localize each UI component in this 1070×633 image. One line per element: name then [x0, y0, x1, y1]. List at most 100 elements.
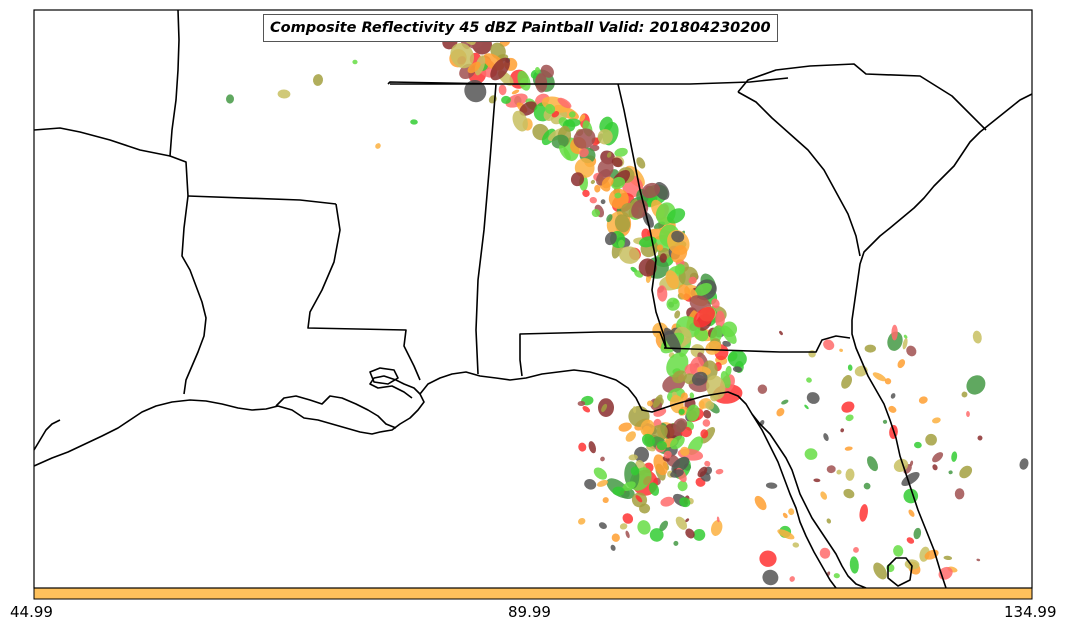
paintball-cell	[1019, 458, 1029, 470]
paintball-cell	[908, 509, 915, 517]
paintball-cell	[932, 452, 944, 463]
paintball-cell	[648, 482, 660, 496]
paintball-cell	[914, 441, 922, 449]
paintball-cell	[845, 468, 855, 481]
paintball-cell	[678, 408, 685, 415]
paintball-cell	[762, 569, 779, 586]
paintball-cell	[826, 465, 836, 474]
lake-pontchartrain	[369, 367, 399, 385]
paintball-cell	[657, 285, 668, 302]
al-fl-border	[519, 331, 667, 377]
paintball-cell	[679, 497, 691, 508]
paintball-cell	[864, 344, 876, 353]
paintball-cell	[884, 378, 892, 385]
paintball-cell	[866, 456, 879, 472]
map-frame	[33, 9, 1033, 589]
paintball-cell	[716, 516, 720, 523]
paintball-cell	[711, 298, 720, 309]
colorbar-tick-mid: 89.99	[508, 603, 551, 621]
paintball-cell	[635, 495, 643, 503]
paintball-cell	[596, 479, 609, 487]
paintball-cell	[789, 576, 795, 582]
paintball-cell	[843, 488, 855, 499]
paintball-cell	[686, 404, 700, 422]
paintball-cell	[759, 550, 777, 567]
paintball-cell	[670, 435, 685, 450]
paintball-cell	[641, 433, 656, 447]
paintball-cell	[715, 468, 724, 475]
paintball-cell	[961, 391, 968, 398]
paintball-cell	[702, 419, 711, 427]
paintball-cell	[612, 486, 625, 496]
paintball-cell	[630, 466, 640, 476]
paintball-cell	[897, 359, 906, 369]
paintball-cell	[601, 403, 608, 413]
paintball-cell	[891, 324, 898, 341]
paintball-cell	[705, 340, 722, 355]
paintball-cell	[691, 371, 708, 386]
paintball-cell	[312, 74, 324, 86]
paintball-cell	[490, 57, 510, 81]
paintball-cell	[375, 143, 381, 149]
paintball-cell	[909, 460, 914, 467]
paintball-cell	[656, 440, 667, 451]
paintball-cell	[777, 529, 795, 540]
paintball-cell	[656, 244, 664, 251]
paintball-cell	[859, 504, 868, 522]
paintball-cell	[622, 513, 634, 524]
paintball-cell	[893, 545, 904, 557]
paintball-cell	[640, 419, 655, 437]
paintball-cell	[659, 253, 667, 263]
paintball-cell	[932, 464, 938, 471]
paintball-cell	[697, 466, 708, 478]
paintball-cell	[545, 104, 556, 114]
paintball-cell	[601, 176, 614, 189]
paintball-cell	[619, 523, 628, 530]
paintball-cell	[511, 89, 520, 95]
paintball-cell	[568, 111, 576, 118]
paintball-cell	[604, 231, 617, 246]
paintball-cell	[673, 418, 688, 433]
paintball-cell	[689, 392, 695, 399]
paintball-cell	[806, 377, 812, 383]
paintball-cell	[625, 530, 630, 539]
paintball-cell	[913, 527, 922, 540]
paintball-cell	[611, 157, 623, 168]
sc-nc-border	[737, 63, 987, 131]
paintball-cell	[659, 520, 669, 532]
paintball-cell	[594, 184, 601, 193]
paintball-cell	[823, 433, 829, 442]
paintball-cell	[464, 79, 487, 103]
paintball-cell	[628, 454, 638, 461]
ga-fl-border	[663, 335, 851, 353]
tn-border	[387, 77, 789, 85]
louisiana-marsh	[275, 395, 397, 429]
paintball-cell	[618, 239, 625, 248]
paintball-cell	[598, 522, 607, 529]
paintball-cell	[757, 384, 768, 394]
paintball-cell	[639, 503, 651, 514]
paintball-cell	[700, 429, 709, 439]
paintball-cell	[602, 497, 609, 504]
paintball-cell	[558, 145, 571, 161]
paintball-cell	[959, 465, 973, 479]
paintball-cell	[619, 246, 640, 264]
paintball-cell	[636, 157, 646, 169]
paintball-cell	[792, 542, 800, 548]
paintball-cell	[633, 446, 650, 463]
paintball-cell	[779, 330, 783, 336]
coastline	[33, 369, 867, 589]
paintball-cell	[610, 544, 616, 551]
paintball-cell	[754, 495, 767, 511]
paintball-cell	[847, 364, 853, 371]
paintball-cell	[820, 491, 828, 500]
paintball-cell	[727, 349, 747, 368]
paintball-cell	[579, 148, 589, 158]
coastline-peninsula-east	[851, 93, 1033, 589]
paintball-cell	[597, 129, 613, 145]
paintball-cell	[966, 375, 986, 395]
paintball-cell	[685, 518, 690, 523]
paintball-cell	[672, 298, 679, 305]
paintball-cell	[699, 400, 705, 410]
paintball-cell	[641, 182, 661, 199]
